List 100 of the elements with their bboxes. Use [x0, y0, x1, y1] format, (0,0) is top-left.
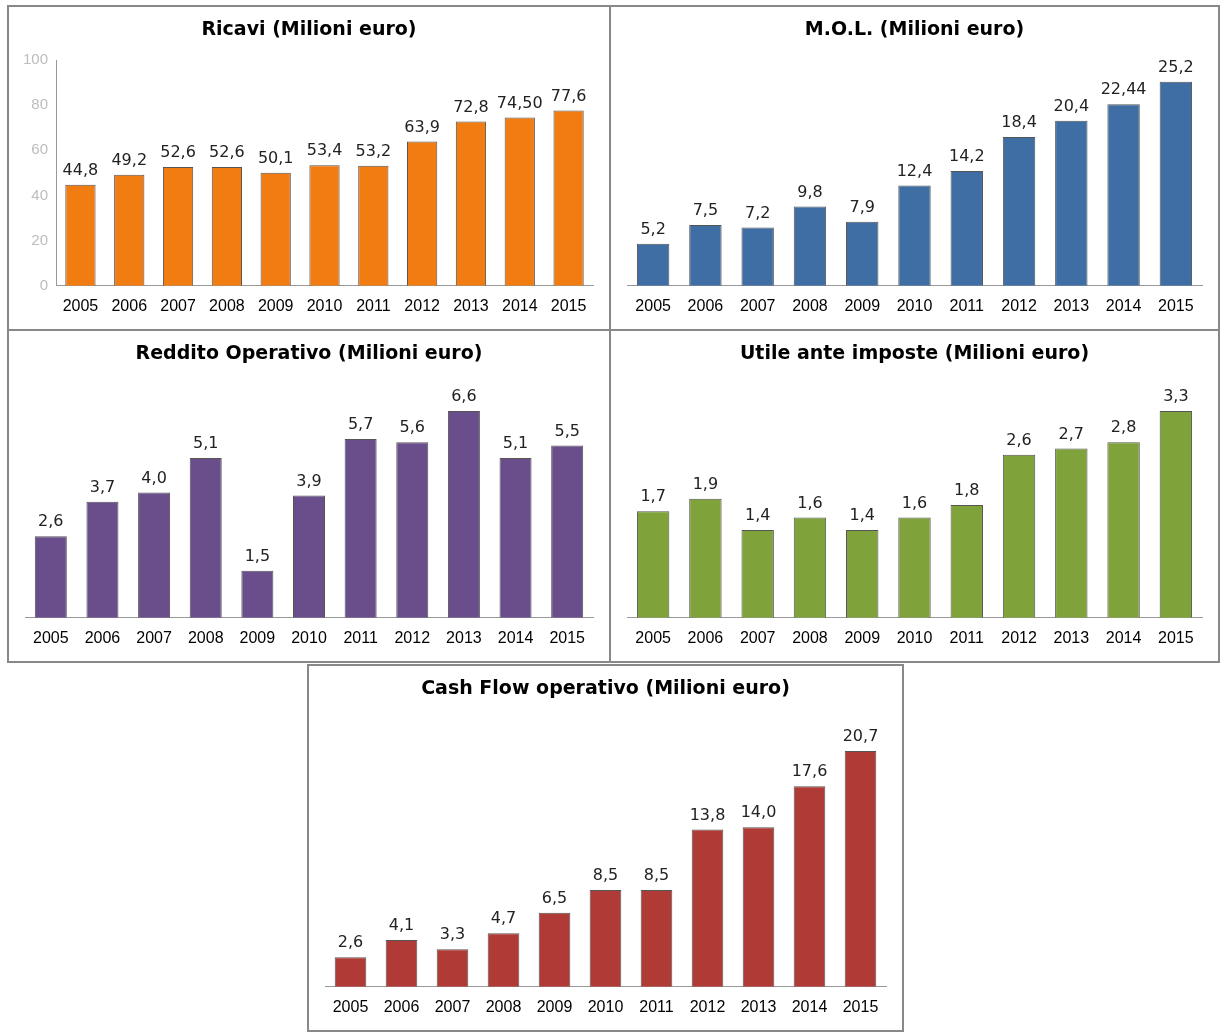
x-tick-label: 2005	[33, 628, 69, 646]
y-tick-label: 20	[31, 230, 49, 248]
data-label: 77,6	[550, 85, 587, 105]
x-tick-label: 2006	[111, 296, 148, 314]
data-label: 13,8	[689, 804, 726, 824]
data-label: 52,6	[209, 142, 245, 162]
data-label: 2,6	[1006, 429, 1032, 449]
x-tick-label: 2008	[792, 628, 828, 646]
x-tick-label: 2010	[896, 296, 933, 314]
data-label: 44,8	[62, 159, 99, 179]
data-label: 4,7	[490, 908, 517, 928]
x-tick-label: 2014	[1105, 296, 1142, 314]
y-tick-label: 80	[31, 95, 49, 113]
data-label: 18,4	[1001, 112, 1037, 132]
y-tick-label: 0	[39, 275, 49, 293]
x-tick-label: 2015	[549, 628, 586, 646]
data-label: 14,0	[740, 802, 777, 822]
x-tick-label: 2009	[844, 296, 881, 314]
x-tick-label: 2006	[687, 628, 724, 646]
data-label: 3,3	[439, 924, 466, 944]
x-tick-label: 2008	[209, 296, 245, 314]
x-tick-label: 2015	[1158, 296, 1194, 314]
x-tick-label: 2010	[291, 628, 327, 646]
x-tick-label: 2008	[485, 997, 522, 1015]
x-tick-label: 2009	[536, 997, 573, 1015]
x-tick-label: 2010	[896, 628, 933, 646]
data-label: 2,6	[38, 511, 64, 531]
x-tick-label: 2013	[446, 628, 482, 646]
data-label: 1,6	[901, 492, 928, 512]
data-label: 9,8	[797, 181, 823, 201]
data-label: 74,50	[496, 92, 543, 112]
x-tick-label: 2011	[343, 628, 378, 646]
data-label: 20,7	[842, 726, 879, 746]
data-label: 5,7	[347, 414, 374, 434]
data-label: 2,8	[1110, 417, 1137, 437]
x-tick-label: 2013	[740, 997, 777, 1015]
data-label: 20,4	[1053, 95, 1090, 115]
data-label: 5,6	[399, 417, 425, 437]
x-tick-label: 2012	[689, 997, 726, 1015]
data-label: 3,9	[296, 470, 322, 490]
data-label: 8,5	[592, 865, 619, 885]
data-label: 3,3	[1163, 386, 1189, 406]
data-label: 53,4	[306, 140, 343, 160]
data-label: 14,2	[948, 146, 985, 166]
chart-title: M.O.L. (Milioni euro)	[803, 17, 1026, 41]
x-tick-label: 2010	[587, 997, 624, 1015]
x-tick-label: 2005	[62, 296, 99, 314]
x-tick-label: 2013	[1053, 296, 1090, 314]
x-tick-label: 2014	[497, 628, 534, 646]
x-tick-label: 2012	[394, 628, 431, 646]
data-label: 52,6	[160, 142, 196, 162]
data-label: 1,5	[244, 545, 271, 565]
data-label: 1,6	[797, 492, 823, 512]
x-tick-label: 2009	[844, 628, 881, 646]
x-tick-label: 2011	[639, 997, 674, 1015]
data-label: 3,7	[89, 476, 116, 496]
x-tick-label: 2015	[842, 997, 879, 1015]
x-tick-label: 2014	[1105, 628, 1142, 646]
x-tick-label: 2005	[635, 628, 672, 646]
y-tick-label: 100	[23, 50, 49, 68]
data-label: 12,4	[896, 160, 933, 180]
data-label: 7,2	[744, 202, 771, 222]
x-tick-label: 2014	[501, 296, 538, 314]
x-tick-label: 2013	[453, 296, 489, 314]
x-tick-label: 2006	[687, 296, 724, 314]
x-tick-label: 2011	[949, 296, 985, 314]
data-label: 5,5	[554, 420, 580, 440]
data-label: 1,7	[640, 486, 666, 506]
data-label: 8,5	[643, 865, 670, 885]
data-label: 5,1	[502, 433, 529, 453]
data-label: 49,2	[111, 149, 148, 169]
chart-title: Ricavi (Milioni euro)	[200, 17, 418, 41]
chart-title: Reddito Operativo (Milioni euro)	[134, 341, 484, 365]
data-label: 1,4	[744, 505, 771, 525]
x-tick-label: 2013	[1053, 628, 1090, 646]
data-label: 1,9	[692, 473, 719, 493]
x-tick-label: 2007	[136, 628, 172, 646]
x-tick-label: 2015	[1158, 628, 1194, 646]
x-tick-label: 2011	[949, 628, 985, 646]
data-label: 6,6	[451, 386, 477, 406]
x-tick-label: 2009	[239, 628, 276, 646]
data-label: 1,4	[849, 505, 875, 525]
data-label: 2,7	[1058, 423, 1085, 443]
data-label: 2,6	[337, 932, 364, 952]
data-label: 1,8	[954, 480, 980, 500]
data-label: 7,9	[849, 197, 875, 217]
data-label: 4,1	[388, 915, 415, 935]
x-tick-label: 2007	[434, 997, 471, 1015]
x-tick-label: 2015	[550, 296, 587, 314]
x-tick-label: 2010	[306, 296, 343, 314]
x-tick-label: 2012	[1001, 296, 1037, 314]
data-label: 7,5	[692, 200, 719, 220]
data-label: 53,2	[355, 140, 392, 160]
x-tick-label: 2005	[332, 997, 369, 1015]
chart-title: Utile ante imposte (Milioni euro)	[738, 341, 1091, 365]
x-tick-label: 2007	[739, 296, 776, 314]
x-tick-label: 2012	[1001, 628, 1037, 646]
x-tick-label: 2006	[383, 997, 420, 1015]
y-tick-label: 60	[31, 140, 49, 158]
data-label: 4,0	[141, 467, 167, 487]
